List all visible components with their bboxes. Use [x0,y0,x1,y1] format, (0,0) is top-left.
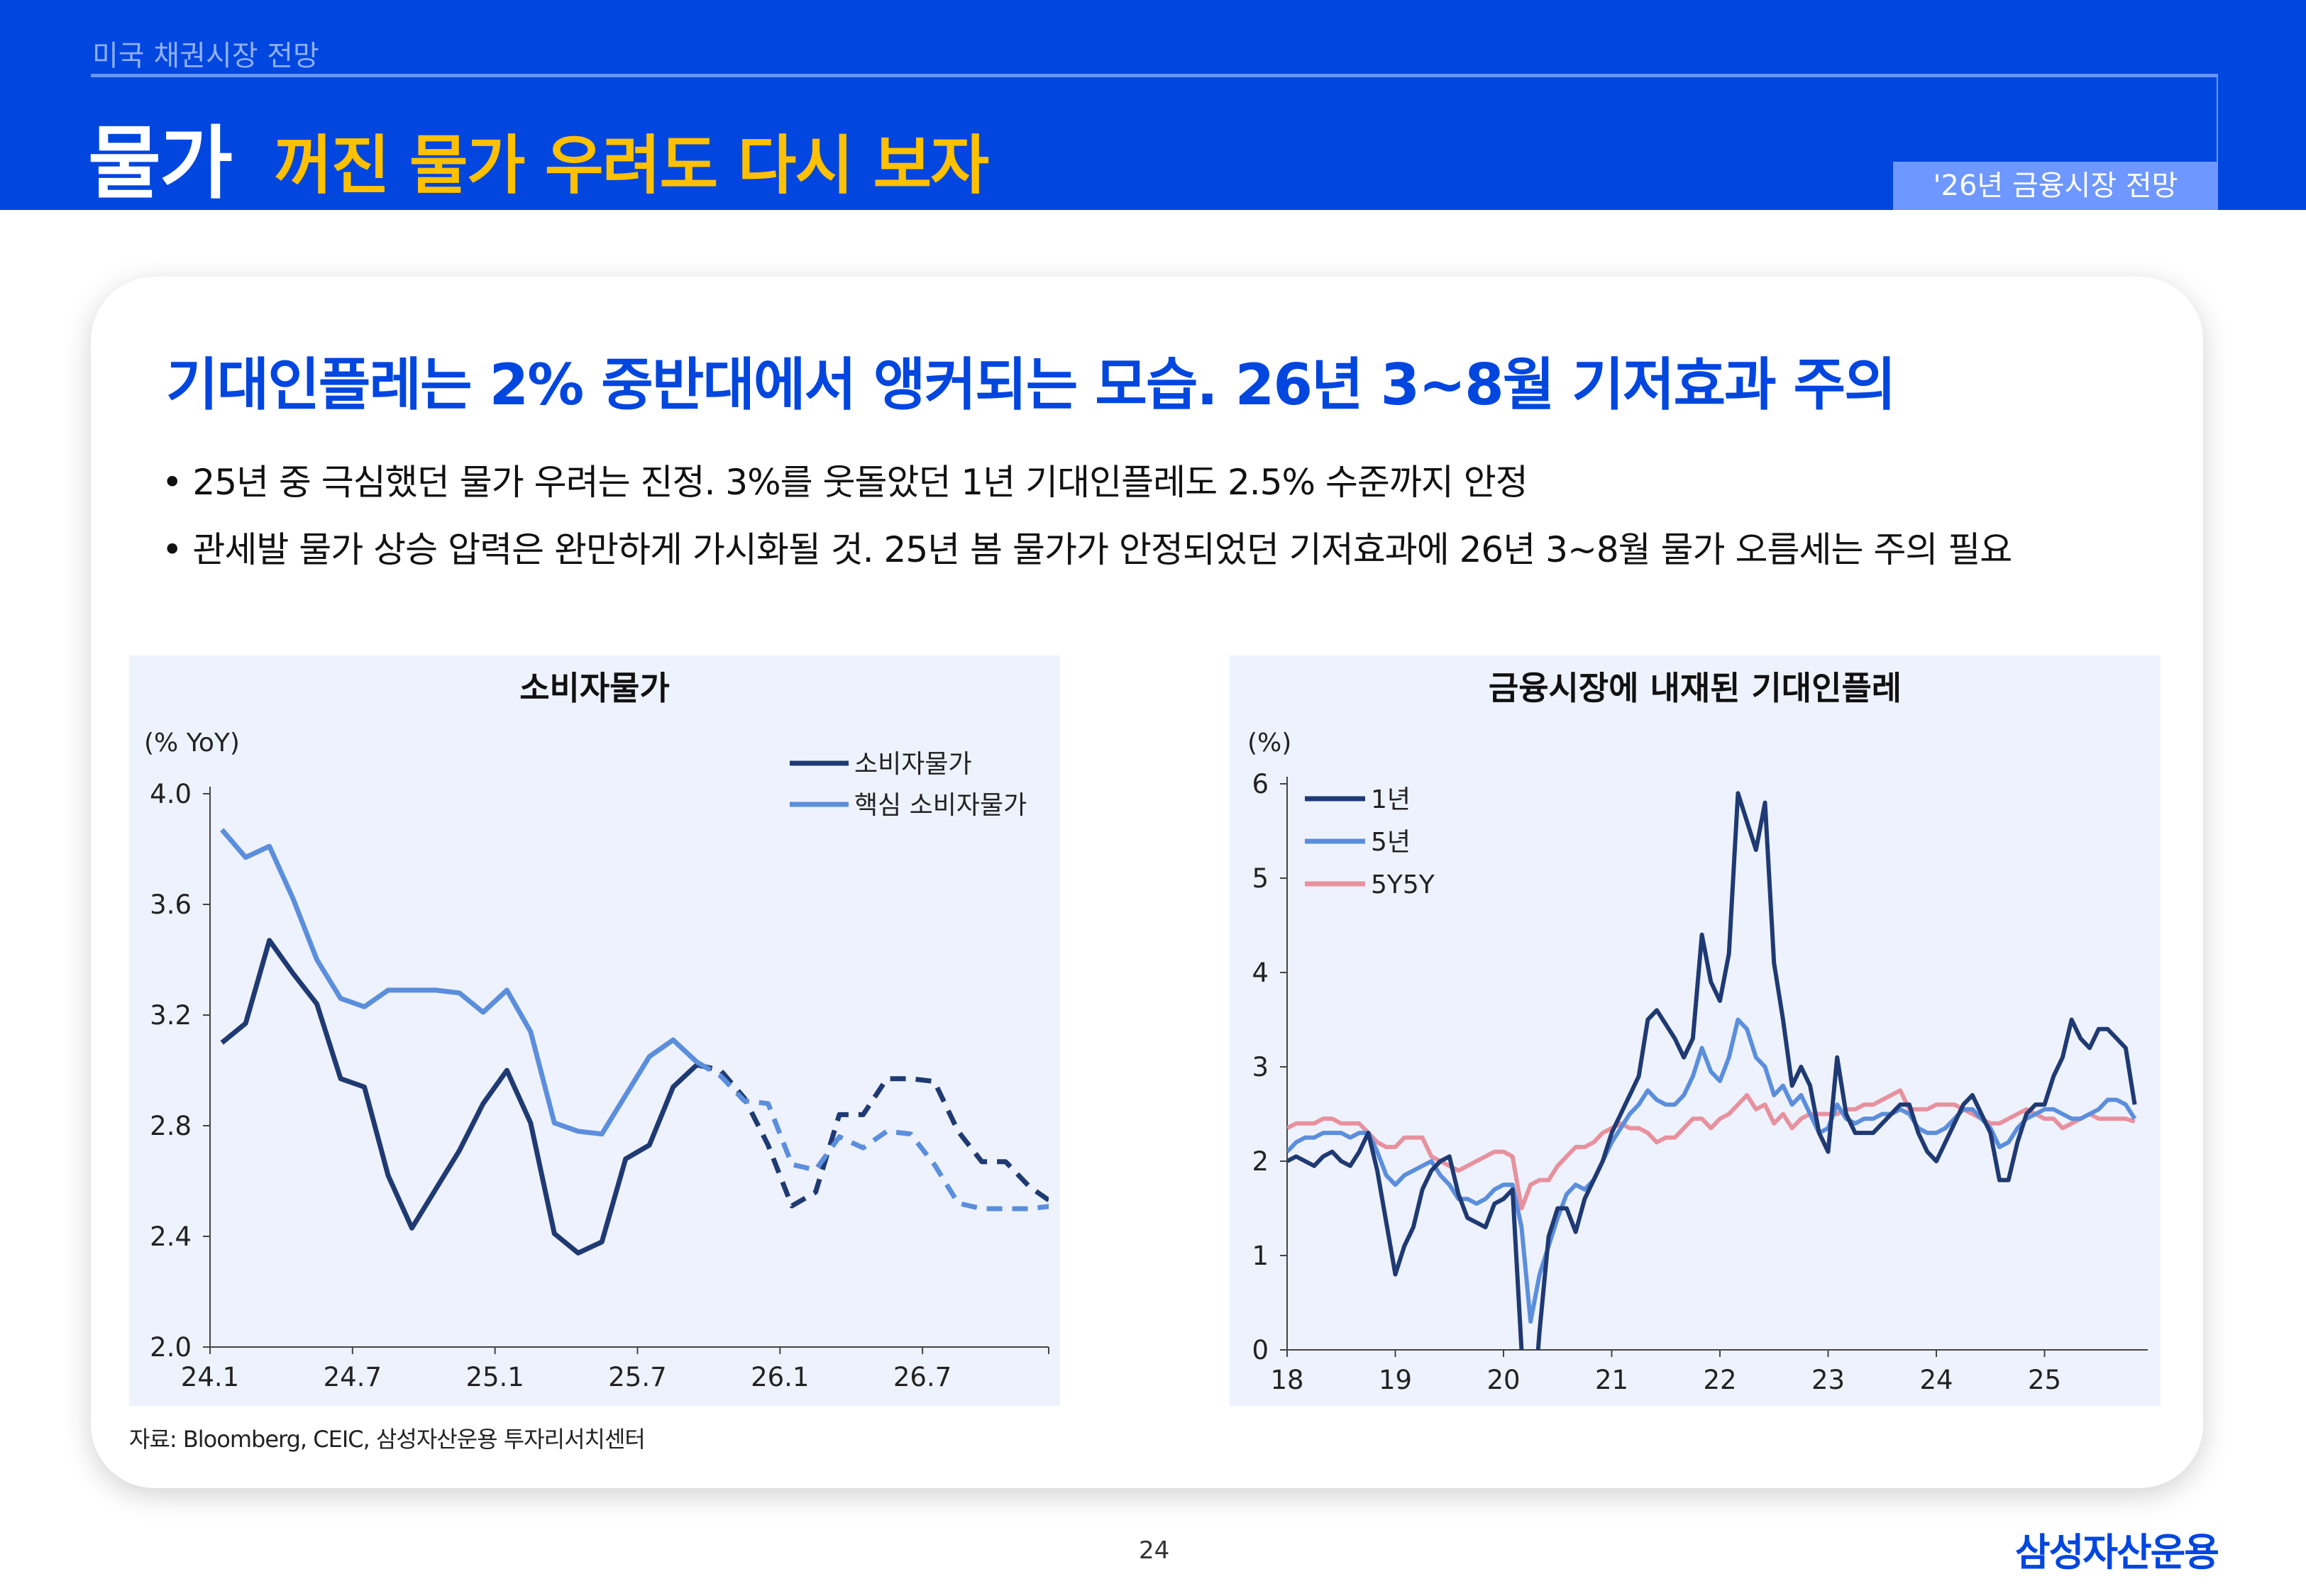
legend-label: 핵심 소비자물가 [854,791,1027,820]
x-tick-label: 24 [1919,1365,1953,1395]
headline: 기대인플레는 2% 중반대에서 앵커되는 모습. 26년 3~8월 기저효과 주… [166,352,1897,418]
y-tick-label: 3.2 [150,1000,192,1031]
series-2-forecast-line [695,1060,1049,1212]
y-axis-unit-label: (%) [1247,728,1291,758]
series-2-line [1287,1017,2137,1324]
section-label: 미국 채권시장 전망 [92,40,319,72]
y-tick-label: 4.0 [150,779,192,809]
inflation-expectations-chart-panel: 금융시장에 내재된 기대인플레 (%) 0 1 2 3 4 5 6 18 19 20 21 22 23 24 2… [1230,655,2161,1406]
y-tick-label: 2.0 [150,1332,192,1363]
page-title: 물가 [88,118,233,210]
chart-title: 금융시장에 내재된 기대인플레 [1489,669,1902,707]
y-tick-label: 3.6 [150,890,192,920]
company-logo: 삼성자산운용 [2014,1530,2219,1575]
x-tick-label: 26.1 [751,1362,809,1392]
chart-title: 소비자물가 [519,669,670,707]
series-1-line [1287,791,2137,1350]
x-tick-label: 23 [1811,1365,1845,1395]
x-tick-label: 21 [1595,1365,1628,1395]
series-2-actual-line [220,828,699,1137]
x-tick-label: 25 [2028,1365,2061,1395]
y-tick-label: 1 [1252,1241,1269,1271]
series-3-line [1287,1088,2136,1211]
y-tick-label: 6 [1252,769,1269,799]
header-bar: 미국 채권시장 전망 물가 꺼진 물가 우려도 다시 보자 '26년 금융시장 … [0,0,2306,210]
x-tick-label: 20 [1486,1365,1520,1395]
y-tick-label: 0 [1252,1335,1269,1365]
y-tick-label: 2.4 [150,1221,192,1252]
y-tick-label: 2 [1252,1146,1269,1177]
y-tick-label: 4 [1252,958,1269,988]
series-1-actual-line [220,938,699,1256]
legend-label: 소비자물가 [854,750,972,779]
header-divider [91,74,2218,77]
cpi-chart: 소비자물가 (% YoY) 2.0 2.4 2.8 3.2 3.6 4.0 24.1 24.7 25… [144,669,1049,1392]
cpi-chart-panel: 소비자물가 (% YoY) 2.0 2.4 2.8 3.2 3.6 4.0 24.1 24.7 25… [129,655,1060,1406]
y-axis-unit-label: (% YoY) [144,728,240,758]
x-tick-label: 25.7 [608,1362,666,1392]
x-tick-label: 24.1 [181,1362,239,1392]
series-1-forecast-line [696,1062,1049,1209]
x-tick-label: 24.7 [324,1362,382,1392]
page-number: 24 [1139,1536,1170,1565]
x-tick-label: 22 [1703,1365,1736,1395]
y-tick-label: 3 [1252,1052,1269,1082]
y-tick-label: 2.8 [150,1111,192,1141]
source-note: 자료: Bloomberg, CEIC, 삼성자산운용 투자리서치센터 [129,1426,646,1453]
header-divider-vertical [2217,74,2218,165]
x-tick-label: 26.7 [893,1362,951,1392]
legend-label: 5년 [1371,828,1411,857]
report-tag: '26년 금융시장 전망 [1893,162,2218,210]
page-subtitle: 꺼진 물가 우려도 다시 보자 [274,128,989,203]
x-tick-label: 25.1 [465,1362,524,1392]
legend-label: 5Y5Y [1371,870,1435,899]
y-tick-label: 5 [1252,863,1269,894]
x-tick-label: 18 [1270,1365,1303,1395]
legend-label: 1년 [1371,785,1411,814]
x-tick-label: 19 [1379,1365,1412,1395]
bullet-item: • 관세발 물가 상승 압력은 완만하게 가시화될 것. 25년 봄 물가가 안… [162,529,2012,570]
bullet-item: • 25년 중 극심했던 물가 우려는 진정. 3%를 웃돌았던 1년 기대인플… [162,462,1528,503]
